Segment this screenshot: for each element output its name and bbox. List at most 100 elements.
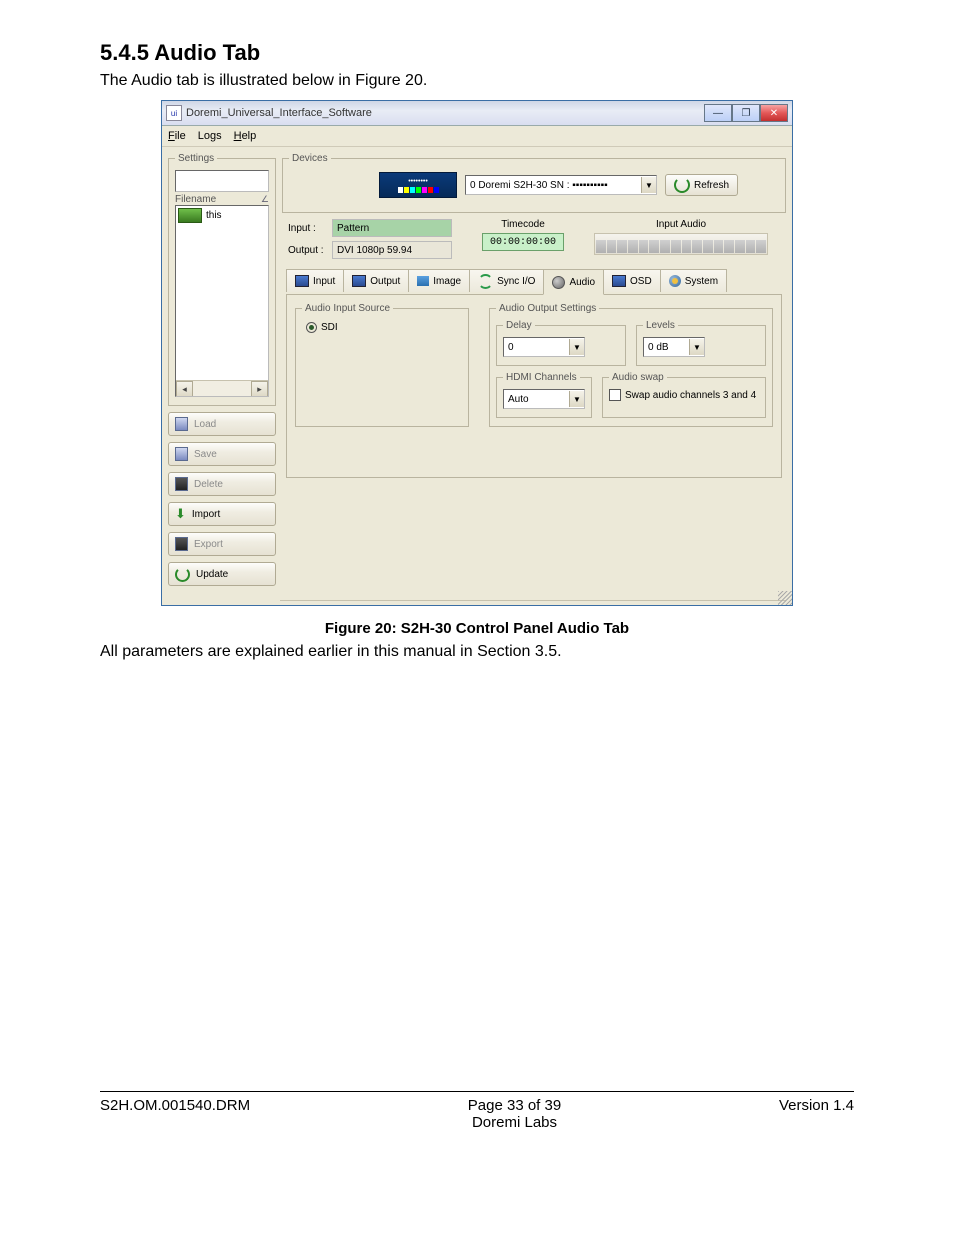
- resize-grip[interactable]: [778, 591, 792, 605]
- settings-legend: Settings: [175, 153, 217, 164]
- refresh-label: Refresh: [694, 180, 729, 191]
- tab-osd[interactable]: OSD: [603, 269, 661, 292]
- minimize-button[interactable]: —: [704, 104, 732, 122]
- output-value: DVI 1080p 59.94: [332, 241, 452, 259]
- devices-group: Devices •••••••• 0 Doremi S2H-30 SN : ▪▪…: [282, 153, 786, 213]
- devices-legend: Devices: [289, 153, 331, 164]
- input-audio-label: Input Audio: [656, 219, 706, 230]
- import-icon: ⬇: [175, 506, 186, 522]
- tab-strip: Input Output Image Sync I/O Audio OSD Sy…: [286, 269, 782, 294]
- load-button[interactable]: Load: [168, 412, 276, 436]
- footer-docid: S2H.OM.001540.DRM: [100, 1097, 250, 1131]
- swap-checkbox[interactable]: Swap audio channels 3 and 4: [609, 389, 759, 401]
- brand-thumbnail: ••••••••: [379, 172, 457, 198]
- title-bar: ui Doremi_Universal_Interface_Software —…: [162, 101, 792, 126]
- monitor-icon: [352, 275, 366, 287]
- audio-swap-group: Audio swap Swap audio channels 3 and 4: [602, 372, 766, 418]
- input-audio-block: Input Audio: [594, 219, 768, 255]
- hdmi-value: Auto: [504, 394, 569, 405]
- device-icon: [178, 208, 202, 223]
- list-item-label: this: [206, 210, 222, 221]
- audio-output-settings-group: Audio Output Settings Delay 0 ▼: [489, 303, 773, 427]
- update-button[interactable]: Update: [168, 562, 276, 586]
- menu-logs[interactable]: Logs: [198, 130, 222, 142]
- input-label: Input :: [288, 223, 332, 234]
- chevron-down-icon: ▼: [569, 339, 584, 355]
- file-icon: [175, 477, 188, 491]
- tab-sync[interactable]: Sync I/O: [469, 269, 544, 292]
- tab-audio[interactable]: Audio: [543, 269, 604, 295]
- delete-label: Delete: [194, 479, 223, 490]
- save-label: Save: [194, 449, 217, 460]
- sdi-label: SDI: [321, 322, 338, 333]
- footer-version: Version 1.4: [779, 1097, 854, 1131]
- tab-label: Input: [313, 276, 335, 287]
- hdmi-channels-group: HDMI Channels Auto ▼: [496, 372, 592, 418]
- checkbox-icon: [609, 389, 621, 401]
- save-button[interactable]: Save: [168, 442, 276, 466]
- device-select-value: 0 Doremi S2H-30 SN : ▪▪▪▪▪▪▪▪▪▪: [466, 180, 641, 191]
- tab-body-audio: Audio Input Source SDI Audio Output Sett…: [286, 294, 782, 478]
- audio-input-legend: Audio Input Source: [302, 303, 393, 314]
- swap-label: Swap audio channels 3 and 4: [625, 390, 756, 401]
- app-window: ui Doremi_Universal_Interface_Software —…: [161, 100, 793, 606]
- scroll-right-button[interactable]: ▸: [251, 381, 268, 397]
- refresh-icon: [175, 567, 190, 582]
- device-select[interactable]: 0 Doremi S2H-30 SN : ▪▪▪▪▪▪▪▪▪▪ ▼: [465, 175, 657, 195]
- file-icon: [175, 417, 188, 431]
- audio-input-source-group: Audio Input Source SDI: [295, 303, 469, 427]
- list-item[interactable]: this: [176, 206, 268, 225]
- h-scrollbar[interactable]: ◂ ▸: [176, 380, 268, 396]
- chevron-down-icon: ▼: [641, 177, 656, 193]
- delete-button[interactable]: Delete: [168, 472, 276, 496]
- monitor-icon: [295, 275, 309, 287]
- refresh-button[interactable]: Refresh: [665, 174, 738, 196]
- page-footer: S2H.OM.001540.DRM Page 33 of 39 Doremi L…: [100, 1091, 854, 1131]
- timecode-block: Timecode 00:00:00:00: [482, 219, 564, 251]
- io-summary: Input : Pattern Output : DVI 1080p 59.94: [288, 219, 452, 259]
- delay-value: 0: [504, 342, 569, 353]
- settings-group: Settings Filename ∠ this ◂: [168, 153, 276, 406]
- close-button[interactable]: ✕: [760, 104, 788, 122]
- scroll-left-button[interactable]: ◂: [176, 381, 193, 397]
- swap-legend: Audio swap: [609, 372, 667, 383]
- file-icon: [175, 447, 188, 461]
- filename-label: Filename: [175, 194, 216, 205]
- load-label: Load: [194, 419, 216, 430]
- tab-output[interactable]: Output: [343, 269, 409, 292]
- scroll-track[interactable]: [193, 381, 251, 396]
- audio-output-legend: Audio Output Settings: [496, 303, 599, 314]
- gear-icon: [669, 275, 681, 287]
- image-icon: [417, 276, 429, 286]
- radio-icon: [306, 322, 317, 333]
- after-text: All parameters are explained earlier in …: [100, 643, 854, 661]
- maximize-button[interactable]: ❐: [732, 104, 760, 122]
- footer-page: Page 33 of 39: [468, 1097, 561, 1114]
- brand-dots: ••••••••: [408, 178, 428, 185]
- delay-select[interactable]: 0 ▼: [503, 337, 585, 357]
- hdmi-select[interactable]: Auto ▼: [503, 389, 585, 409]
- levels-select[interactable]: 0 dB ▼: [643, 337, 705, 357]
- timecode-label: Timecode: [501, 219, 545, 230]
- export-button[interactable]: Export: [168, 532, 276, 556]
- hdmi-legend: HDMI Channels: [503, 372, 580, 383]
- tab-input[interactable]: Input: [286, 269, 344, 292]
- filename-input[interactable]: [175, 170, 269, 192]
- chevron-down-icon: ▼: [569, 391, 584, 407]
- import-button[interactable]: ⬇Import: [168, 502, 276, 526]
- settings-list[interactable]: this ◂ ▸: [175, 205, 269, 397]
- speaker-icon: [552, 276, 565, 289]
- sdi-radio[interactable]: SDI: [302, 320, 462, 335]
- menu-file[interactable]: File: [168, 130, 186, 142]
- update-label: Update: [196, 569, 228, 580]
- tab-image[interactable]: Image: [408, 269, 470, 292]
- tab-label: Image: [433, 276, 461, 287]
- window-title: Doremi_Universal_Interface_Software: [186, 107, 372, 119]
- levels-legend: Levels: [643, 320, 678, 331]
- tab-system[interactable]: System: [660, 269, 727, 292]
- footer-org: Doremi Labs: [472, 1114, 557, 1131]
- timecode-display: 00:00:00:00: [482, 233, 564, 251]
- delay-group: Delay 0 ▼: [496, 320, 626, 366]
- status-bar: [280, 600, 786, 605]
- menu-help[interactable]: Help: [234, 130, 257, 142]
